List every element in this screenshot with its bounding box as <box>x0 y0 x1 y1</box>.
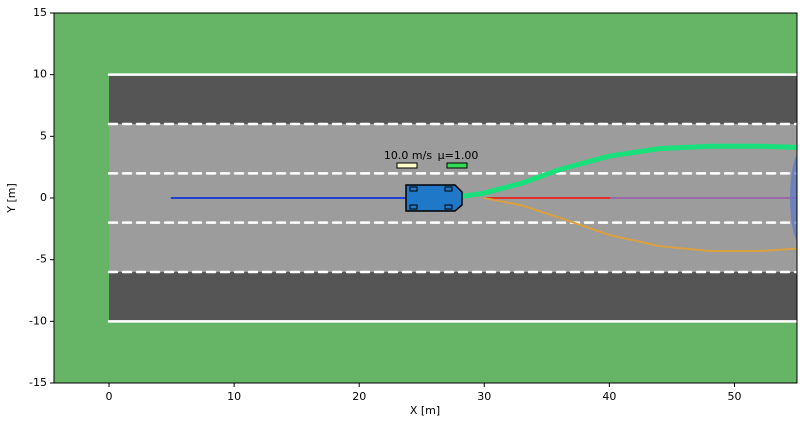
y-axis-label: Y [m] <box>5 183 18 214</box>
x-tick-label: 20 <box>352 390 366 403</box>
y-tick-label: -10 <box>29 314 47 327</box>
friction-label: μ=1.00 <box>438 149 479 162</box>
sensor-range <box>790 155 797 241</box>
y-tick-label: 0 <box>40 191 47 204</box>
x-axis-label: X [m] <box>410 404 440 417</box>
friction-bar <box>446 162 468 169</box>
trajectory <box>425 143 797 201</box>
speed-bar <box>396 162 418 169</box>
x-tick-label: 40 <box>602 390 616 403</box>
y-tick-label: -5 <box>36 253 47 266</box>
speed-label: 10.0 m/s <box>384 149 432 162</box>
vehicle <box>405 184 463 212</box>
y-tick-label: 5 <box>40 129 47 142</box>
wheel <box>409 186 418 192</box>
y-tick-label: 15 <box>33 6 47 19</box>
wheel <box>409 204 418 210</box>
wheel <box>444 186 453 192</box>
x-tick-label: 10 <box>227 390 241 403</box>
vehicle-body <box>405 184 463 212</box>
wheel <box>444 204 453 210</box>
x-tick-label: 0 <box>106 390 113 403</box>
overlay: 10.0 m/s μ=1.00 X [m] Y [m] 0 10 20 30 40 50-… <box>5 6 798 417</box>
x-tick-label: 50 <box>727 390 741 403</box>
y-tick-label: 10 <box>33 68 47 81</box>
y-tick-label: -15 <box>29 376 47 389</box>
trajectory <box>483 197 797 253</box>
x-tick-label: 30 <box>477 390 491 403</box>
